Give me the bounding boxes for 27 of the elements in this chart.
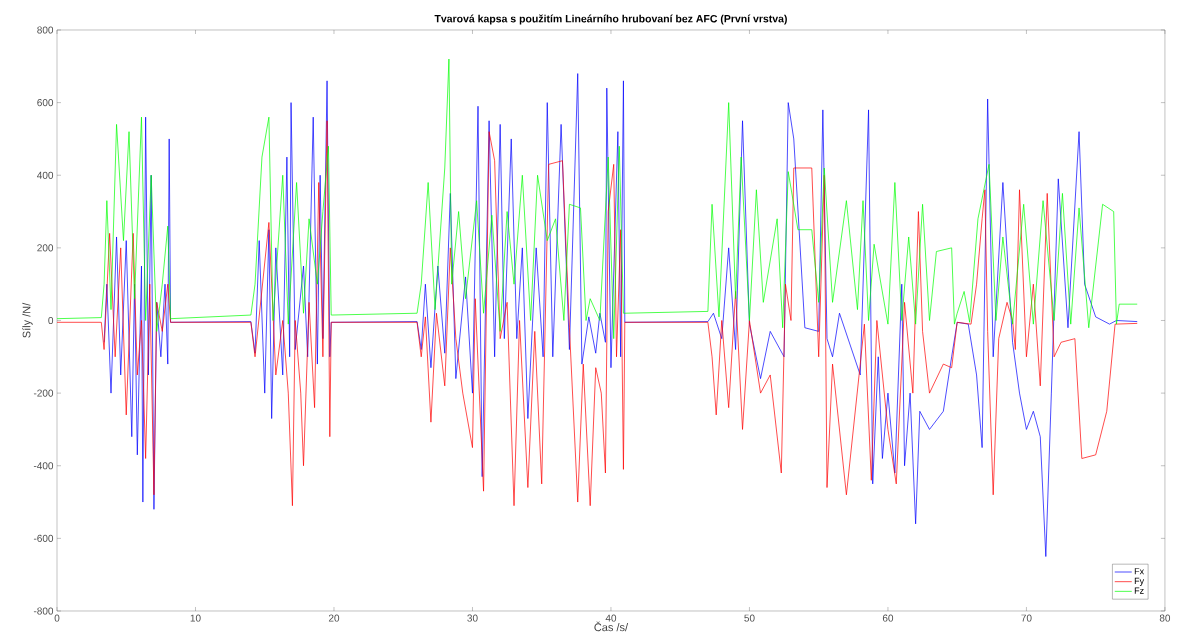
legend-label: Fz — [1134, 587, 1144, 594]
x-tick-label: 80 — [1159, 614, 1171, 622]
y-tick-label: -400 — [33, 462, 54, 470]
x-tick-label: 50 — [744, 614, 755, 622]
x-tick-label: 40 — [605, 614, 617, 622]
legend-label: Fy — [1134, 577, 1145, 586]
y-tick-label: 200 — [37, 244, 54, 252]
y-tick-label: -800 — [33, 607, 54, 615]
legend-label: Fx — [1134, 568, 1145, 575]
chart-title: Tvarová kapsa s použitím Lineárního hrubovaní bez AFC (První vrstva) — [434, 14, 787, 25]
y-tick-label: 800 — [37, 26, 54, 34]
y-axis-title: Síly /N/ — [22, 302, 33, 338]
y-tick-label: -200 — [33, 389, 54, 397]
line-series — [57, 58, 1138, 339]
x-tick-label: 60 — [882, 614, 894, 622]
x-tick-label: 20 — [328, 614, 340, 622]
y-tick-label: 400 — [37, 171, 54, 179]
x-tick-label: 70 — [1021, 614, 1032, 622]
x-tick-label: 0 — [54, 614, 60, 622]
y-tick-label: -600 — [33, 534, 54, 542]
x-tick-label: 10 — [190, 614, 201, 622]
y-tick-label: 600 — [37, 99, 54, 107]
line-series — [103, 73, 1138, 557]
x-axis-title: Čas /s/ — [594, 621, 629, 632]
x-tick-label: 30 — [467, 614, 478, 622]
y-tick-label: 0 — [48, 316, 54, 325]
line-series — [57, 120, 1138, 507]
